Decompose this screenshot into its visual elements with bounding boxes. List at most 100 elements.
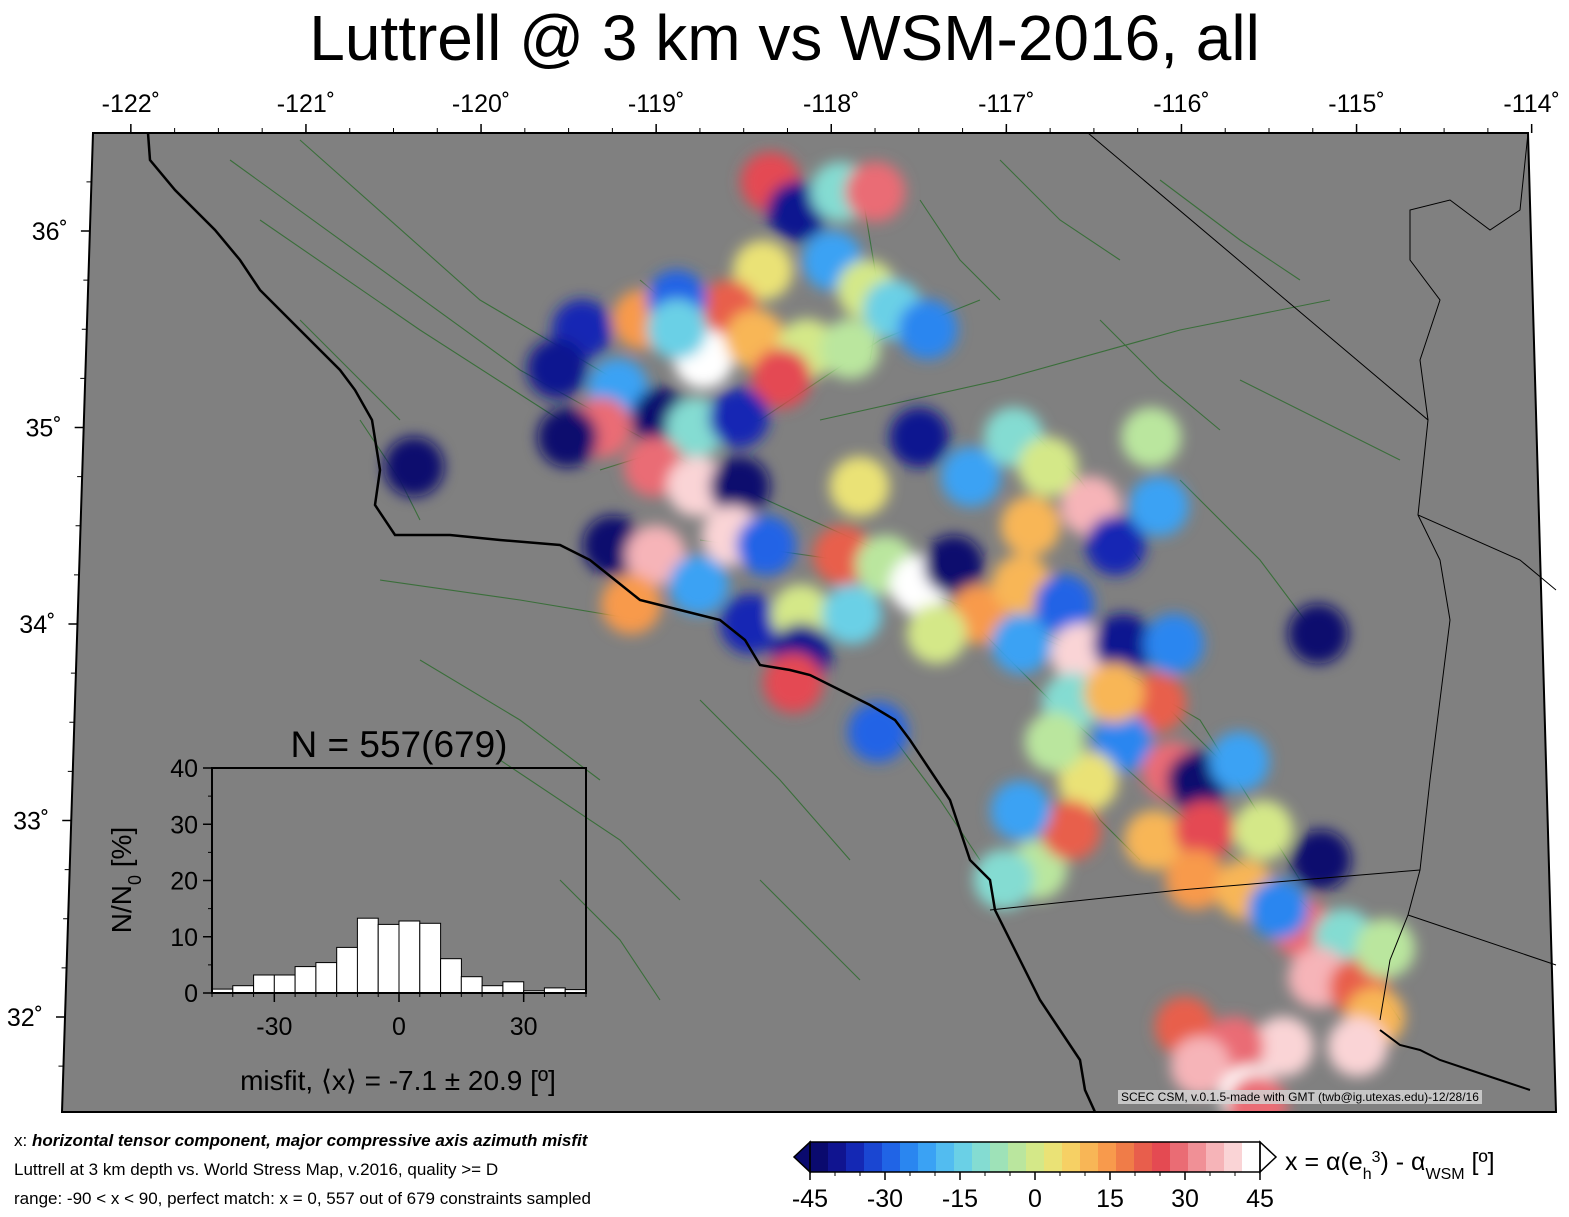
misfit-patch <box>1000 495 1061 556</box>
colorbar-swatch <box>1116 1142 1135 1172</box>
colorbar-swatch <box>1044 1142 1063 1172</box>
hist-x-tick-label: 30 <box>510 1013 538 1041</box>
colorbar-swatch <box>918 1142 937 1172</box>
colorbar-min-arrow <box>792 1140 811 1174</box>
misfit-patch <box>845 161 906 222</box>
latitude-axis: 36˚ 35˚ 34˚ 33˚ 32˚ <box>7 181 92 1067</box>
misfit-patch <box>1034 574 1095 635</box>
misfit-patch <box>940 446 1001 507</box>
misfit-patch <box>1124 810 1185 871</box>
colorbar-swatch <box>1134 1142 1153 1172</box>
colorbar-tick-label: 45 <box>1246 1185 1274 1213</box>
misfit-patch <box>537 407 598 468</box>
misfit-patch <box>751 348 812 409</box>
colorbar-swatch <box>936 1142 955 1172</box>
colorbar-swatch <box>1062 1142 1081 1172</box>
misfit-patch <box>736 515 797 576</box>
misfit-patch <box>897 299 958 360</box>
colorbar-max-arrow <box>1259 1140 1278 1174</box>
colorbar-swatch <box>810 1142 829 1172</box>
lon-tick-label: -116˚ <box>1153 90 1210 118</box>
histogram-ylabel: N/N0 [%] <box>106 827 145 933</box>
hist-x-tick-label: 0 <box>392 1013 406 1041</box>
hist-y-tick-label: 0 <box>184 980 198 1008</box>
misfit-patch <box>1058 751 1118 812</box>
histogram-bar <box>356 917 379 994</box>
colorbar-swatch <box>1008 1142 1027 1172</box>
misfit-patch <box>1233 800 1294 861</box>
misfit-patch <box>1165 849 1226 910</box>
misfit-patch <box>1174 800 1235 861</box>
lon-tick-label: -120˚ <box>452 90 510 118</box>
misfit-patch <box>527 338 588 399</box>
misfit-patch <box>1288 603 1349 664</box>
misfit-patch <box>1093 613 1154 674</box>
misfit-patch <box>990 780 1051 841</box>
hist-y-tick-label: 30 <box>170 811 198 839</box>
caption-line-2: Luttrell at 3 km depth vs. World Stress … <box>14 1160 499 1179</box>
colorbar-swatch <box>972 1142 991 1172</box>
coastline <box>146 132 1097 1113</box>
misfit-patch <box>1248 878 1309 939</box>
misfit-patch <box>709 456 770 517</box>
misfit-patch <box>1253 1016 1314 1077</box>
lat-tick-label: 32˚ <box>7 1004 43 1032</box>
lon-tick-label: -122˚ <box>102 90 160 118</box>
colorbar-swatch <box>1152 1142 1171 1172</box>
colorbar-swatch <box>1170 1142 1189 1172</box>
misfit-patch <box>973 849 1034 910</box>
misfit-patch <box>668 554 729 615</box>
misfit-patch <box>625 525 686 586</box>
misfit-patch <box>1024 711 1085 772</box>
histogram-bar <box>481 985 504 994</box>
lon-tick-label: -115˚ <box>1328 90 1385 118</box>
map-title: Luttrell @ 3 km vs WSM-2016, all <box>309 2 1260 74</box>
lon-tick-label: -119˚ <box>628 90 685 118</box>
lat-tick-label: 34˚ <box>19 611 55 639</box>
hist-y-tick-label: 10 <box>170 924 198 952</box>
histogram-bar <box>336 946 359 994</box>
misfit-patch <box>847 702 908 763</box>
misfit-patch <box>1085 515 1146 576</box>
histogram-bar <box>460 976 483 994</box>
lon-tick-label: -114˚ <box>1503 90 1560 118</box>
colorbar-swatch <box>990 1142 1009 1172</box>
misfit-patch <box>1084 662 1145 723</box>
misfit-patch <box>1327 1016 1388 1077</box>
colorbar-tick-label: 0 <box>1028 1185 1042 1213</box>
misfit-patch <box>1121 407 1182 468</box>
lon-tick-label: -117˚ <box>978 90 1035 118</box>
misfit-patch <box>923 535 984 596</box>
histogram-title: N = 557(679) <box>291 724 508 765</box>
longitude-axis: -122˚ -121˚ -120˚ -119˚ -118˚ -117˚ -116˚ -115˚… <box>102 90 1560 133</box>
histogram-bar <box>398 920 421 994</box>
lon-tick-label: -118˚ <box>803 90 860 118</box>
histogram-bar <box>294 966 317 994</box>
colorbar-swatch <box>846 1142 865 1172</box>
misfit-patch <box>1128 476 1189 537</box>
misfit-histogram: -30 0 30 0 10 20 30 40 N = 557(679) misfit, ⟨x⟩ =… <box>106 724 587 1096</box>
map-credit: SCEC CSM, v.0.1.5-made with GMT (twb@ig.… <box>1118 1090 1482 1104</box>
histogram-bar <box>315 962 338 994</box>
colorbar-swatch <box>882 1142 901 1172</box>
colorbar-swatch <box>828 1142 847 1172</box>
state-borders <box>989 132 1557 1021</box>
colorbar-swatch <box>1098 1142 1117 1172</box>
colorbar-tick-label: -30 <box>867 1185 903 1213</box>
histogram-bar <box>502 981 525 994</box>
misfit-patch <box>820 318 881 379</box>
colorbar-tick-label: -45 <box>792 1185 828 1213</box>
hist-y-tick-label: 40 <box>170 755 198 783</box>
hist-y-tick-label: 20 <box>170 868 198 896</box>
lat-tick-label: 35˚ <box>26 415 62 443</box>
misfit-patch <box>601 574 662 635</box>
caption-prefix: x: <box>14 1131 32 1150</box>
caption-emphasis: horizontal tensor component, major compr… <box>31 1131 588 1150</box>
colorbar-swatch <box>900 1142 919 1172</box>
misfit-patch <box>1209 731 1270 792</box>
lon-tick-label: -121˚ <box>277 90 335 118</box>
lat-tick-label: 33˚ <box>13 808 49 836</box>
misfit-patches <box>384 151 1416 1112</box>
misfit-patch <box>708 387 769 448</box>
